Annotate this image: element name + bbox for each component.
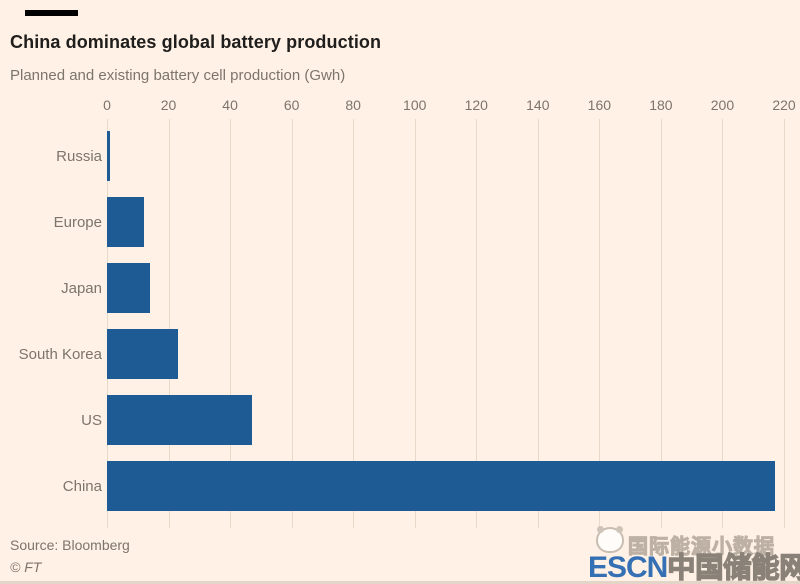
chart-title: China dominates global battery productio… <box>10 32 382 52</box>
gridline-220 <box>784 119 785 528</box>
category-label-south-korea: South Korea <box>18 345 102 363</box>
gridline-100 <box>414 119 416 528</box>
gridline-20 <box>168 119 170 528</box>
watermark-account-name: 国际能源小数据 <box>628 536 775 559</box>
gridline-40 <box>230 119 232 528</box>
ft-copyright: © FT <box>10 559 42 575</box>
gridline-140 <box>537 119 539 528</box>
watermark: 国际能源小数据 ESCN中国储能网 <box>588 525 800 584</box>
x-tick-label-140: 140 <box>526 97 550 113</box>
source-note: Source: Bloomberg <box>10 537 130 553</box>
escn-logo-text: ESCN <box>588 551 668 584</box>
gridline-180 <box>660 119 662 528</box>
category-label-us: US <box>81 411 102 429</box>
bar-south-korea <box>107 329 178 379</box>
gridline-200 <box>722 119 724 528</box>
bar-japan <box>107 263 151 313</box>
bar-china <box>107 461 775 511</box>
bar-us <box>107 395 252 445</box>
gridline-80 <box>353 119 355 528</box>
x-tick-label-200: 200 <box>710 97 735 113</box>
gridline-60 <box>291 119 293 528</box>
title-rule <box>25 10 78 16</box>
bar-europe <box>107 197 144 247</box>
x-tick-label-40: 40 <box>222 97 238 113</box>
x-tick-label-80: 80 <box>345 97 361 113</box>
gridline-0 <box>107 119 108 528</box>
gridline-160 <box>599 119 601 528</box>
x-tick-label-100: 100 <box>403 97 427 113</box>
panda-logo-icon <box>596 526 624 553</box>
category-label-russia: Russia <box>56 147 102 165</box>
gridline-120 <box>476 119 478 528</box>
watermark-site-name: ESCN中国储能网 <box>588 546 800 584</box>
chart-subtitle: Planned and existing battery cell produc… <box>10 67 346 84</box>
category-label-europe: Europe <box>53 213 102 231</box>
x-tick-label-120: 120 <box>464 97 488 113</box>
bar-russia <box>107 131 111 181</box>
x-tick-label-60: 60 <box>283 97 300 113</box>
category-label-china: China <box>62 477 102 495</box>
site-name-chinese: 中国储能网 <box>667 551 800 584</box>
x-tick-label-160: 160 <box>587 97 612 113</box>
category-label-japan: Japan <box>61 279 102 297</box>
x-tick-label-20: 20 <box>160 97 177 113</box>
screenshot-bottom-border <box>0 581 800 584</box>
x-tick-label-180: 180 <box>649 97 673 113</box>
x-tick-label-0: 0 <box>103 97 111 113</box>
x-tick-label-220: 220 <box>772 97 796 113</box>
